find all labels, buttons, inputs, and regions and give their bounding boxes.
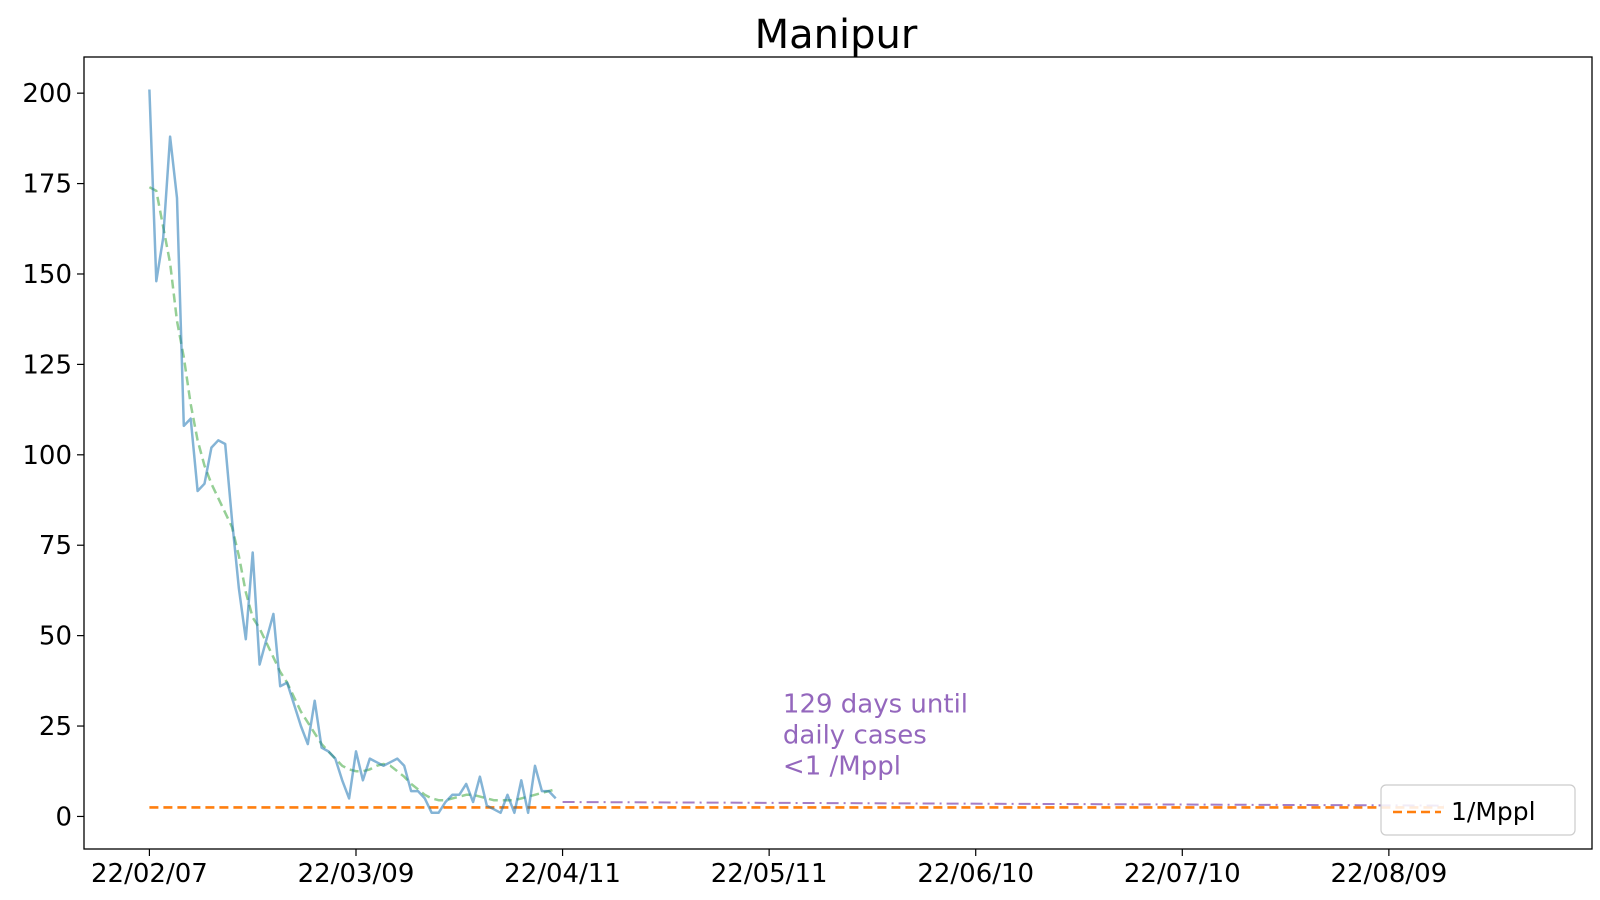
y-tick-label: 0	[55, 802, 72, 832]
x-tick-label: 22/02/07	[91, 859, 208, 889]
legend-label: 1/Mppl	[1451, 797, 1536, 826]
y-tick-label: 100	[22, 441, 72, 471]
x-tick-label: 22/06/10	[917, 859, 1034, 889]
annotation-line: 129 days until	[783, 689, 968, 719]
x-tick-label: 22/05/11	[711, 859, 828, 889]
x-tick-label: 22/07/10	[1124, 859, 1241, 889]
annotation-line: <1 /Mppl	[783, 751, 901, 781]
y-tick-label: 200	[22, 79, 72, 109]
x-axis: 22/02/07 22/03/09 22/04/11 22/05/11 22/06/10…	[91, 849, 1447, 889]
y-tick-label: 125	[22, 350, 72, 380]
series-layer	[148, 89, 1445, 815]
y-tick-label: 25	[39, 712, 72, 742]
y-axis: 0 25 50 75 100 125 150 175 200	[22, 79, 84, 832]
series-line-dashdot-2	[562, 801, 1445, 807]
y-tick-label: 50	[39, 622, 72, 652]
x-tick-label: 22/08/09	[1330, 859, 1447, 889]
y-tick-label: 150	[22, 260, 72, 290]
y-tick-label: 75	[39, 531, 72, 561]
y-tick-label: 175	[22, 170, 72, 200]
chart-title: Manipur	[755, 12, 918, 58]
annotation-line: daily cases	[783, 720, 927, 750]
x-tick-label: 22/03/09	[298, 859, 415, 889]
plot-frame	[83, 56, 1593, 850]
x-tick-label: 22/04/11	[504, 859, 621, 889]
legend-box	[1380, 784, 1576, 836]
series-line-solid-0	[148, 89, 557, 815]
legend: 1/Mppl	[1380, 784, 1576, 836]
